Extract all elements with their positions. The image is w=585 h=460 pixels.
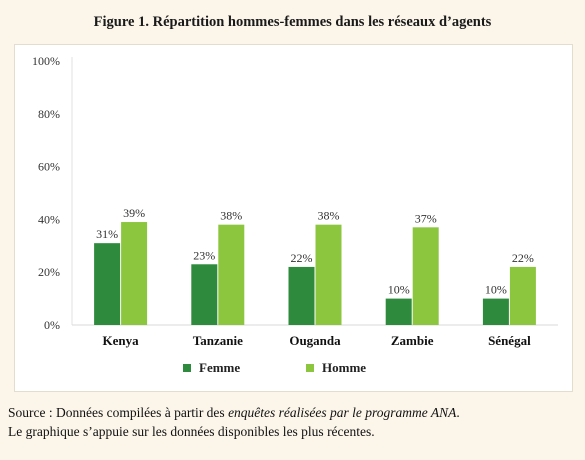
bar-femme-kenya xyxy=(94,243,121,325)
bar-homme-tanzanie xyxy=(218,224,245,325)
legend-label-femme: Femme xyxy=(199,360,241,375)
chart-panel xyxy=(14,44,573,392)
bar-femme-tanzanie xyxy=(191,264,218,325)
data-label: 38% xyxy=(318,209,340,223)
data-label: 23% xyxy=(193,248,215,262)
data-label: 38% xyxy=(220,209,242,223)
data-label: 10% xyxy=(485,283,507,297)
source-line-2: Le graphique s’appuie sur les données di… xyxy=(8,424,375,439)
source-text-1: Source : Données compilées à partir des xyxy=(8,405,229,420)
chart-legend: Femme Homme xyxy=(0,360,585,380)
bar-femme-ouganda xyxy=(288,266,315,325)
data-label: 22% xyxy=(291,251,313,265)
bar-homme-ouganda xyxy=(315,224,342,325)
legend-item-femme: Femme xyxy=(183,360,240,376)
y-tick-label: 40% xyxy=(38,212,60,226)
data-label: 10% xyxy=(388,283,410,297)
bar-femme-sénégal xyxy=(482,298,509,325)
y-tick-label: 60% xyxy=(38,160,60,174)
chart-title: Figure 1. Répartition hommes-femmes dans… xyxy=(93,14,492,30)
x-tick-label: Sénégal xyxy=(488,333,531,348)
x-tick-label: Ouganda xyxy=(289,333,341,348)
x-tick-label: Zambie xyxy=(391,333,434,348)
bar-homme-kenya xyxy=(121,222,148,325)
data-label: 22% xyxy=(512,251,534,265)
legend-item-homme: Homme xyxy=(306,360,366,376)
legend-swatch-femme xyxy=(183,364,191,372)
source-note: Source : Données compilées à partir des … xyxy=(8,403,578,441)
legend-swatch-homme xyxy=(306,364,314,372)
y-tick-label: 100% xyxy=(32,54,60,68)
bar-homme-sénégal xyxy=(509,266,536,325)
legend-label-homme: Homme xyxy=(322,360,367,375)
data-label: 37% xyxy=(415,211,437,225)
data-label: 31% xyxy=(96,227,118,241)
bar-femme-zambie xyxy=(385,298,412,325)
y-tick-label: 20% xyxy=(38,265,60,279)
source-text-italic: enquêtes réalisées par le programme ANA xyxy=(228,405,457,420)
y-tick-label: 0% xyxy=(44,318,60,332)
y-tick-label: 80% xyxy=(38,107,60,121)
x-tick-label: Tanzanie xyxy=(193,333,243,348)
source-text-2: . xyxy=(456,405,460,420)
x-tick-label: Kenya xyxy=(103,333,140,348)
bar-homme-zambie xyxy=(412,227,439,325)
data-label: 39% xyxy=(123,206,145,220)
